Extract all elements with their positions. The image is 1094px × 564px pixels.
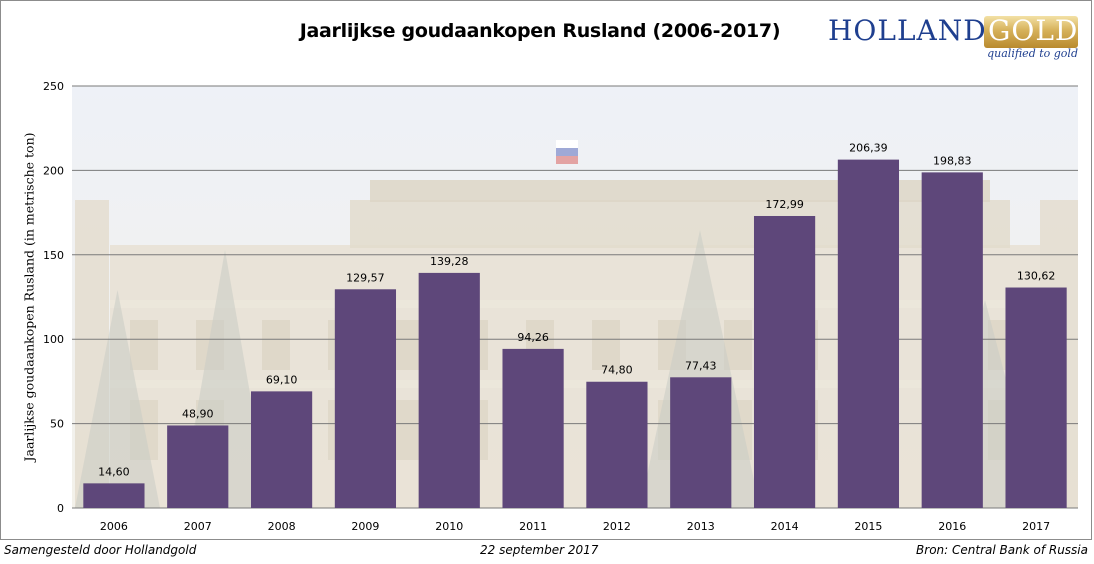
background-flag-blue <box>556 148 578 156</box>
x-tick-label: 2006 <box>100 520 128 533</box>
logo-tagline: qualified to gold <box>987 47 1078 60</box>
bar-2015 <box>837 159 900 508</box>
y-tick-label: 150 <box>43 249 64 262</box>
bar-2007 <box>167 425 229 508</box>
y-tick-label: 100 <box>43 333 64 346</box>
x-tick-label: 2013 <box>687 520 715 533</box>
data-label-2007: 48,90 <box>182 407 214 420</box>
x-tick-label: 2009 <box>351 520 379 533</box>
data-label-2015: 206,39 <box>849 142 888 155</box>
data-label-2011: 94,26 <box>517 331 549 344</box>
y-tick-label: 0 <box>57 502 64 515</box>
bars <box>83 159 1067 509</box>
y-tick-label: 250 <box>43 80 64 93</box>
bar-2009 <box>334 289 397 508</box>
x-tick-label: 2015 <box>854 520 882 533</box>
bar-2008 <box>250 391 313 508</box>
background-window-shape <box>262 320 290 370</box>
background-building-shape <box>350 200 1010 248</box>
x-tick-label: 2017 <box>1022 520 1050 533</box>
background-window-shape <box>130 320 158 370</box>
background-window-shape <box>724 320 752 370</box>
logo-gold-background <box>984 16 1078 48</box>
bar-2014 <box>753 215 816 509</box>
background-building-shape <box>370 180 990 202</box>
logo-word-holland: HOLLAND <box>828 14 987 47</box>
x-tick-label: 2011 <box>519 520 547 533</box>
x-tick-labels: 2006 2007 2008 2009 2010 2011 2012 2013 2014 2015… <box>100 520 1050 533</box>
x-tick-label: 2016 <box>938 520 966 533</box>
bar-2017 <box>1005 287 1067 508</box>
data-label-2010: 139,28 <box>430 255 469 268</box>
background-window-shape <box>394 320 422 370</box>
data-label-2006: 14,60 <box>98 465 130 478</box>
y-tick-label: 50 <box>50 418 64 431</box>
background-window-shape <box>592 320 620 370</box>
footer-compiled-by: Samengesteld door Hollandgold <box>4 543 197 557</box>
footer-source: Bron: Central Bank of Russia <box>916 543 1088 557</box>
bar-2011 <box>502 348 564 508</box>
data-label-2014: 172,99 <box>765 198 804 211</box>
bar-chart: 14,60 48,90 69,10 129,57 139,28 94,26 74,80 77,… <box>43 80 1078 533</box>
data-label-2016: 198,83 <box>933 154 972 167</box>
data-label-2008: 69,10 <box>266 373 298 386</box>
x-tick-label: 2010 <box>435 520 463 533</box>
data-label-2013: 77,43 <box>685 359 717 372</box>
x-tick-label: 2008 <box>268 520 296 533</box>
background-flag-red <box>556 156 578 164</box>
hollandgold-logo: HOLLAND GOLD qualified to gold <box>828 12 1080 64</box>
bar-2012 <box>586 381 648 508</box>
data-label-2009: 129,57 <box>346 271 385 284</box>
background-tree-shape <box>75 290 160 508</box>
x-tick-label: 2014 <box>771 520 799 533</box>
data-labels: 14,60 48,90 69,10 129,57 139,28 94,26 74,80 77,… <box>98 142 1055 479</box>
background-window-shape <box>394 400 422 460</box>
data-label-2012: 74,80 <box>601 364 633 377</box>
chart-frame <box>0 0 1092 540</box>
y-tick-labels: 0 50 100 150 200 250 <box>43 80 64 515</box>
bar-2013 <box>670 377 732 508</box>
bar-2010 <box>418 272 480 508</box>
logo-word-gold: GOLD <box>988 14 1079 47</box>
background-flag-white <box>556 140 578 148</box>
bar-2006 <box>83 483 145 508</box>
chart-title: Jaarlijkse goudaankopen Rusland (2006-20… <box>299 20 781 42</box>
background-building-shape <box>110 380 1040 388</box>
data-label-2017: 130,62 <box>1017 270 1056 283</box>
gridlines <box>72 85 1078 509</box>
x-tick-label: 2007 <box>184 520 212 533</box>
y-tick-label: 200 <box>43 164 64 177</box>
background-building-shape <box>110 300 1040 308</box>
x-tick-label: 2012 <box>603 520 631 533</box>
footer-date: 22 september 2017 <box>480 543 599 557</box>
bar-2016 <box>921 172 983 509</box>
